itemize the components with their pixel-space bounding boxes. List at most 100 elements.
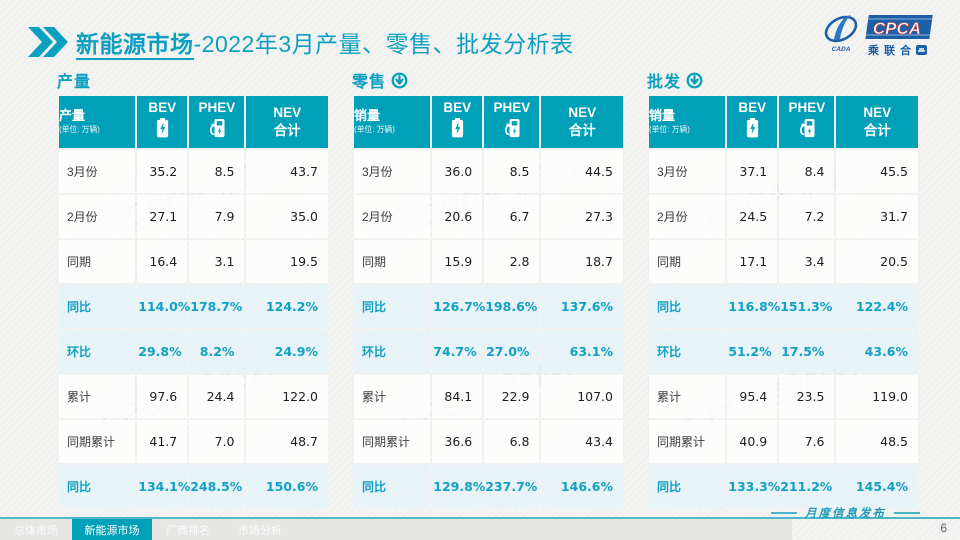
data-table: 销量 (单位: 万辆) BEV PHEV NEV 合计 3月份 37.1 8.4 45.5 2月份… bbox=[647, 94, 920, 510]
logo-swoosh bbox=[834, 15, 851, 40]
table-row: 同期 17.1 3.4 20.5 bbox=[649, 240, 918, 283]
col-header-nev-total: NEV 合计 bbox=[541, 96, 623, 148]
table-row: 环比 29.8% 8.2% 24.9% bbox=[59, 330, 328, 373]
cpca-logo: CADA CPCA 乘联合 bbox=[824, 15, 933, 57]
cell-value: 41.7 bbox=[137, 420, 188, 463]
cell-value: 119.0 bbox=[836, 375, 918, 418]
footer-tab-2[interactable]: 厂商排名 bbox=[166, 524, 210, 537]
cell-value: 74.7% bbox=[432, 330, 483, 373]
table-row: 同期 16.4 3.1 19.5 bbox=[59, 240, 328, 283]
section-title-0: 产量 bbox=[57, 68, 330, 92]
footer-note: 月度信息发布 bbox=[771, 505, 920, 521]
footer-tab-3[interactable]: 市场分析 bbox=[238, 524, 282, 537]
cell-value: 45.5 bbox=[836, 150, 918, 193]
cell-value: 237.7% bbox=[484, 465, 540, 508]
table-section-0: 产量 产量 (单位: 万辆) BEV PHEV NEV 合计 3月份 35.2 8.5 43.7 2… bbox=[57, 68, 330, 510]
cell-value: 36.6 bbox=[432, 420, 483, 463]
cell-value: 8.5 bbox=[189, 150, 245, 193]
footer-tab-bar: 总体市场 新能源市场 厂商排名 市场分析 bbox=[0, 519, 792, 540]
cell-value: 151.3% bbox=[779, 285, 835, 328]
row-label: 同比 bbox=[354, 285, 431, 328]
section-label: 产量 bbox=[57, 74, 92, 91]
cell-value: 27.1 bbox=[137, 195, 188, 238]
column-label: BEV bbox=[738, 100, 767, 116]
cell-value: 150.6% bbox=[246, 465, 328, 508]
cell-value: 116.8% bbox=[727, 285, 780, 328]
row-label: 同比 bbox=[59, 465, 136, 508]
footer-divider-line bbox=[0, 517, 960, 519]
table-row: 2月份 27.1 7.9 35.0 bbox=[59, 195, 328, 238]
cell-value: 134.1% bbox=[137, 465, 190, 508]
corner-header: 销量 (单位: 万辆) bbox=[354, 96, 431, 148]
cell-value: 84.1 bbox=[432, 375, 483, 418]
cell-value: 43.6% bbox=[836, 330, 918, 373]
cell-value: 178.7% bbox=[189, 285, 245, 328]
row-label: 3月份 bbox=[59, 150, 136, 193]
col-header-phev: PHEV bbox=[779, 96, 835, 148]
battery-icon bbox=[451, 117, 463, 138]
section-title-2: 批发 bbox=[647, 68, 920, 92]
cell-value: 3.4 bbox=[779, 240, 835, 283]
cell-value: 35.2 bbox=[137, 150, 188, 193]
header-row: 销量 (单位: 万辆) BEV PHEV NEV 合计 bbox=[649, 96, 918, 148]
footer-tab-1[interactable]: 新能源市场 bbox=[72, 519, 152, 540]
cell-value: 40.9 bbox=[727, 420, 778, 463]
cell-value: 7.9 bbox=[189, 195, 245, 238]
table-row: 同比 114.0% 178.7% 124.2% bbox=[59, 285, 328, 328]
table-row: 同期 15.9 2.8 18.7 bbox=[354, 240, 623, 283]
cell-value: 114.0% bbox=[137, 285, 190, 328]
note-dash-right bbox=[894, 512, 920, 514]
unit-label: (单位: 万辆) bbox=[59, 124, 100, 135]
cell-value: 16.4 bbox=[137, 240, 188, 283]
table-row: 累计 97.6 24.4 122.0 bbox=[59, 375, 328, 418]
logo-car-icon bbox=[916, 45, 927, 55]
row-label: 同比 bbox=[354, 465, 431, 508]
row-label: 2月份 bbox=[649, 195, 726, 238]
unit-label: (单位: 万辆) bbox=[649, 124, 690, 135]
column-label: NEV 合计 bbox=[568, 104, 597, 138]
cell-value: 44.5 bbox=[541, 150, 623, 193]
cell-value: 3.1 bbox=[189, 240, 245, 283]
cell-value: 95.4 bbox=[727, 375, 778, 418]
corner-label: 销量 bbox=[354, 107, 381, 123]
cell-value: 17.5% bbox=[779, 330, 835, 373]
column-label: BEV bbox=[148, 100, 177, 116]
battery-icon bbox=[156, 117, 168, 138]
cell-value: 107.0 bbox=[541, 375, 623, 418]
table-row: 同期累计 40.9 7.6 48.5 bbox=[649, 420, 918, 463]
row-label: 同比 bbox=[649, 465, 726, 508]
column-label: PHEV bbox=[493, 100, 531, 116]
cell-value: 8.5 bbox=[484, 150, 540, 193]
unit-label: (单位: 万辆) bbox=[354, 124, 395, 135]
row-label: 同期 bbox=[354, 240, 431, 283]
table-row: 3月份 37.1 8.4 45.5 bbox=[649, 150, 918, 193]
cell-value: 15.9 bbox=[432, 240, 483, 283]
cell-value: 145.4% bbox=[836, 465, 918, 508]
section-label: 批发 bbox=[647, 74, 682, 91]
cell-value: 19.5 bbox=[246, 240, 328, 283]
cell-value: 27.0% bbox=[484, 330, 540, 373]
table-row: 环比 51.2% 17.5% 43.6% bbox=[649, 330, 918, 373]
cell-value: 22.9 bbox=[484, 375, 540, 418]
down-arrow-circle-icon bbox=[391, 72, 408, 89]
header-row: 产量 (单位: 万辆) BEV PHEV NEV 合计 bbox=[59, 96, 328, 148]
column-label: PHEV bbox=[198, 100, 236, 116]
footer-tab-0[interactable]: 总体市场 bbox=[14, 524, 58, 537]
row-label: 3月份 bbox=[354, 150, 431, 193]
section-label: 零售 bbox=[352, 74, 387, 91]
cell-value: 97.6 bbox=[137, 375, 188, 418]
col-header-nev-total: NEV 合计 bbox=[246, 96, 328, 148]
row-label: 累计 bbox=[649, 375, 726, 418]
cell-value: 27.3 bbox=[541, 195, 623, 238]
cell-value: 7.6 bbox=[779, 420, 835, 463]
cell-value: 29.8% bbox=[137, 330, 188, 373]
corner-label: 产量 bbox=[59, 107, 86, 123]
cell-value: 17.1 bbox=[727, 240, 778, 283]
logo-cpca-text: CPCA bbox=[873, 19, 921, 38]
col-header-bev: BEV bbox=[727, 96, 778, 148]
cell-value: 23.5 bbox=[779, 375, 835, 418]
row-label: 3月份 bbox=[649, 150, 726, 193]
row-label: 环比 bbox=[59, 330, 136, 373]
table-row: 累计 95.4 23.5 119.0 bbox=[649, 375, 918, 418]
table-row: 同比 116.8% 151.3% 122.4% bbox=[649, 285, 918, 328]
